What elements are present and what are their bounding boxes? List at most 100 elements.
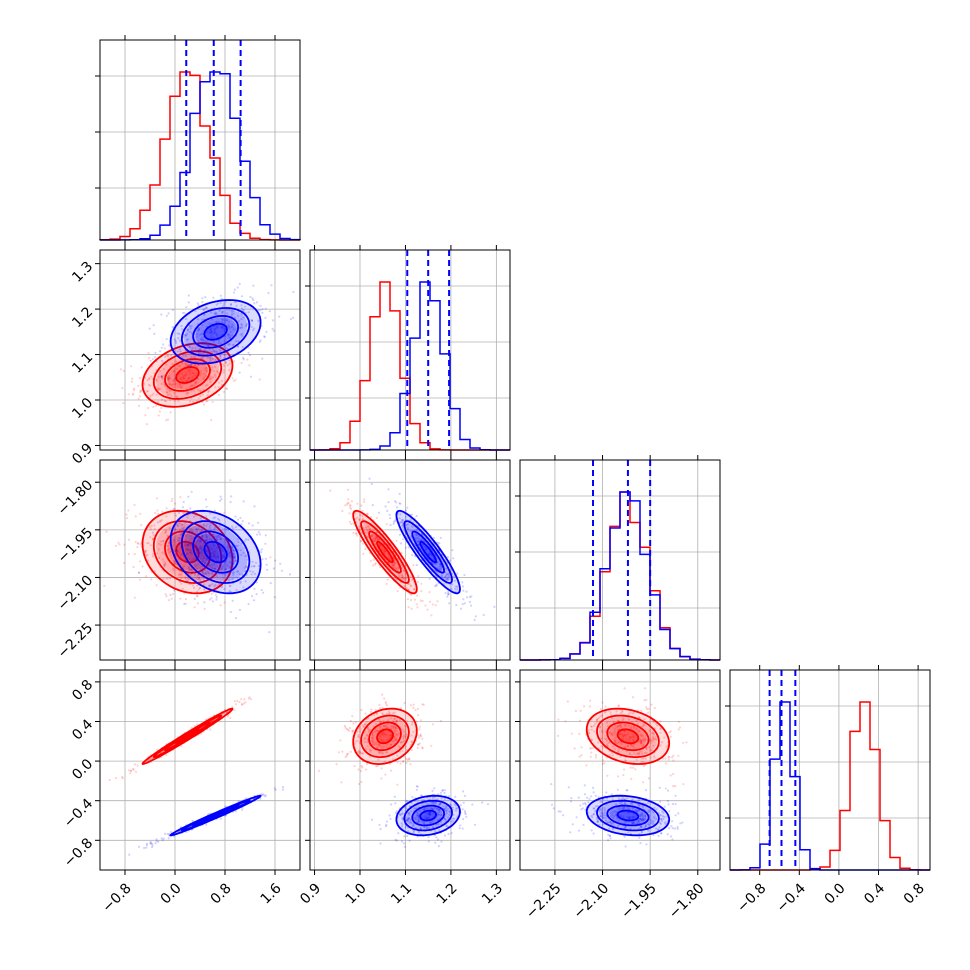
scatter-point: [240, 295, 244, 298]
scatter-point: [212, 533, 215, 536]
scatter-point: [473, 823, 477, 826]
scatter-point: [677, 720, 681, 723]
scatter-point: [174, 341, 178, 344]
scatter-point: [205, 515, 208, 518]
scatter-point: [200, 546, 203, 550]
scatter-point: [203, 607, 206, 611]
scatter-point: [578, 719, 582, 722]
scatter-point: [191, 584, 195, 587]
scatter-point: [158, 556, 161, 560]
scatter-point: [185, 373, 189, 376]
scatter-point: [211, 548, 214, 551]
scatter-point: [146, 541, 149, 545]
scatter-point: [139, 389, 142, 392]
scatter-point: [179, 522, 182, 525]
scatter-point: [181, 523, 184, 526]
scatter-point: [166, 354, 170, 357]
scatter-point: [378, 703, 381, 707]
scatter-point: [364, 547, 367, 551]
scatter-point: [139, 543, 142, 546]
scatter-point: [230, 325, 233, 328]
scatter-point: [270, 284, 273, 287]
scatter-point: [443, 791, 446, 795]
scatter-point: [191, 400, 195, 403]
scatter-point: [292, 290, 295, 294]
scatter-point: [163, 560, 166, 564]
scatter-point: [173, 563, 176, 566]
scatter-point: [168, 382, 172, 386]
scatter-point: [167, 599, 171, 602]
scatter-point: [672, 772, 675, 776]
scatter-point: [193, 384, 196, 387]
scatter-point: [231, 377, 234, 380]
scatter-point: [594, 754, 598, 757]
scatter-point: [214, 327, 217, 330]
scatter-point: [160, 375, 163, 378]
scatter-point: [205, 823, 208, 826]
scatter-point: [220, 326, 223, 329]
scatter-point: [415, 788, 418, 791]
scatter-point: [617, 704, 620, 707]
scatter-point: [420, 590, 423, 593]
scatter-point: [196, 377, 199, 380]
scatter-point: [667, 755, 670, 759]
scatter-point: [647, 777, 651, 780]
scatter-point: [211, 573, 214, 576]
scatter-point: [166, 544, 169, 547]
scatter-point: [214, 311, 217, 314]
scatter-point: [205, 367, 208, 370]
scatter-point: [168, 383, 171, 386]
scatter-point: [234, 378, 237, 381]
scatter-point: [678, 726, 682, 729]
scatter-point: [233, 288, 236, 291]
scatter-point: [201, 300, 204, 304]
scatter-point: [238, 700, 241, 704]
scatter-point: [616, 775, 620, 778]
scatter-point: [204, 340, 207, 343]
scatter-point: [180, 524, 183, 527]
panel-background: [310, 670, 510, 870]
scatter-point: [206, 550, 209, 553]
scatter-point: [647, 711, 650, 714]
scatter-point: [389, 517, 392, 520]
scatter-point: [242, 358, 245, 361]
scatter-point: [156, 509, 159, 512]
scatter-point: [196, 329, 199, 332]
scatter-point: [634, 768, 637, 771]
scatter-point: [212, 349, 215, 352]
scatter-point: [473, 618, 476, 622]
scatter-point: [160, 519, 164, 522]
scatter-point: [144, 551, 147, 554]
scatter-point: [452, 557, 455, 560]
scatter-point: [403, 701, 406, 705]
scatter-point: [164, 593, 167, 596]
scatter-point: [209, 377, 212, 381]
scatter-point: [348, 726, 352, 730]
scatter-point: [205, 557, 208, 560]
scatter-point: [139, 512, 142, 515]
scatter-point: [360, 764, 363, 768]
scatter-point: [185, 553, 188, 556]
scatter-point: [205, 369, 208, 372]
scatter-point: [629, 766, 632, 769]
scatter-point: [204, 374, 207, 377]
scatter-point: [172, 569, 175, 572]
scatter-point: [172, 379, 175, 382]
scatter-point: [184, 576, 187, 580]
scatter-point: [337, 751, 340, 754]
scatter-point: [215, 333, 218, 336]
scatter-point: [202, 350, 205, 354]
scatter-point: [155, 497, 158, 500]
scatter-point: [238, 326, 242, 330]
scatter-point: [183, 544, 186, 547]
scatter-point: [394, 802, 397, 805]
scatter-point: [450, 832, 453, 835]
scatter-point: [229, 716, 232, 720]
scatter-point: [140, 524, 143, 527]
scatter-point: [204, 348, 207, 351]
scatter-point: [134, 770, 138, 773]
scatter-point: [219, 817, 222, 820]
scatter-point: [426, 608, 429, 611]
scatter-point: [364, 712, 367, 715]
scatter-point: [177, 522, 180, 525]
